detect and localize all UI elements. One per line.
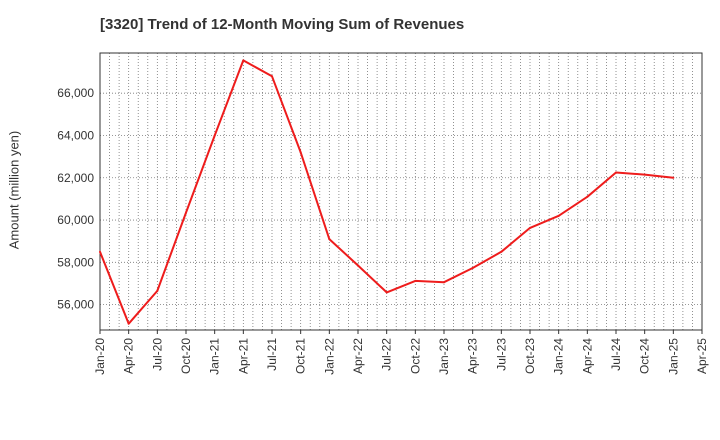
data-point (299, 151, 302, 154)
plot-frame (99, 52, 703, 331)
data-point (242, 59, 245, 62)
data-point (500, 250, 503, 253)
x-tick-label: Oct-24 (638, 338, 652, 374)
data-point (328, 238, 331, 241)
x-tick-label: Apr-25 (695, 338, 709, 374)
data-point (185, 211, 187, 214)
data-point (414, 279, 417, 282)
data-point (156, 289, 159, 292)
data-point (586, 195, 589, 198)
x-tick-label: Oct-21 (294, 338, 308, 374)
x-tick-label: Apr-23 (466, 338, 480, 374)
data-point (471, 267, 474, 270)
x-tick-label: Jul-24 (609, 338, 623, 371)
x-tick-label: Oct-20 (179, 338, 193, 374)
x-tick-label: Oct-23 (523, 338, 537, 374)
x-tick-label: Jul-23 (494, 338, 508, 371)
y-tick-label: 58,000 (57, 255, 94, 269)
x-tick-label: Jan-24 (552, 338, 566, 375)
x-tick-label: Jan-22 (322, 338, 336, 375)
y-tick-label: 62,000 (57, 171, 94, 185)
x-tick-label: Jan-20 (93, 338, 107, 375)
data-point (643, 173, 646, 176)
x-tick-label: Apr-21 (236, 338, 250, 374)
x-tick-label: Apr-22 (351, 338, 365, 374)
chart-title: [3320] Trend of 12-Month Moving Sum of R… (100, 16, 465, 33)
data-point (127, 322, 130, 325)
data-point (213, 134, 216, 137)
data-point (357, 264, 359, 267)
y-tick-label: 66,000 (57, 86, 94, 100)
data-point (615, 171, 617, 174)
data-point (271, 75, 273, 78)
x-tick-label: Jan-23 (437, 338, 451, 375)
data-point (672, 176, 675, 179)
x-tick-label: Oct-22 (408, 338, 422, 374)
x-tick-label: Jan-25 (666, 338, 680, 375)
x-tick-label: Jul-22 (380, 338, 394, 371)
y-tick-label: 64,000 (57, 128, 94, 142)
data-point (557, 214, 560, 217)
x-tick-label: Jul-21 (265, 338, 279, 371)
data-point (385, 291, 388, 294)
x-tick-label: Jul-20 (150, 338, 164, 371)
y-tick-label: 56,000 (57, 298, 94, 312)
data-point (443, 281, 445, 284)
data-point (529, 226, 531, 229)
x-tick-label: Jan-21 (208, 338, 222, 375)
x-tick-label: Apr-24 (580, 338, 594, 374)
x-tick-label: Apr-20 (122, 338, 136, 374)
y-tick-label: 60,000 (57, 213, 94, 227)
data-point (99, 250, 101, 253)
